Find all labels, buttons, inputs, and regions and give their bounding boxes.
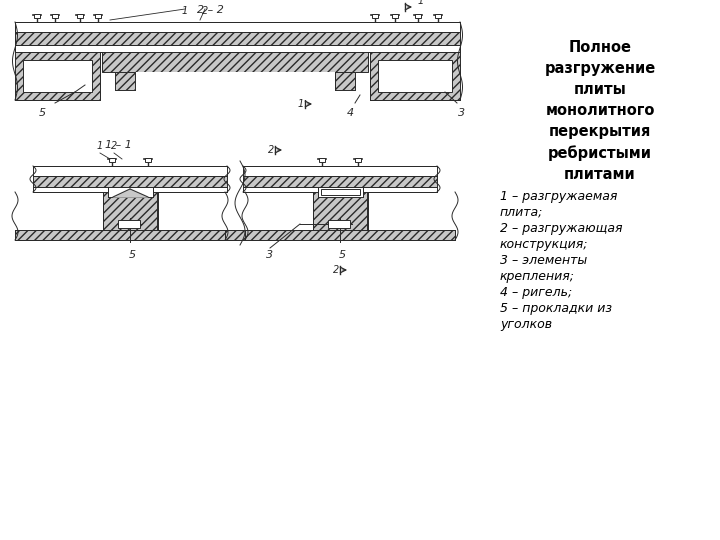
Bar bbox=[33, 176, 227, 187]
Bar bbox=[102, 90, 368, 100]
Text: 5: 5 bbox=[38, 108, 45, 118]
Text: уголков: уголков bbox=[500, 318, 552, 331]
Bar bbox=[95, 14, 101, 18]
Bar bbox=[118, 220, 140, 228]
Bar bbox=[335, 72, 355, 90]
Text: 1: 1 bbox=[97, 141, 103, 151]
Bar bbox=[319, 158, 325, 162]
Bar bbox=[415, 14, 421, 18]
Bar bbox=[372, 14, 378, 18]
Bar bbox=[355, 158, 361, 162]
Text: 5 – прокладки из: 5 – прокладки из bbox=[500, 302, 612, 315]
Bar bbox=[15, 45, 460, 52]
Bar bbox=[52, 14, 58, 18]
Text: 2: 2 bbox=[202, 6, 208, 16]
Bar bbox=[15, 22, 460, 32]
Bar bbox=[135, 72, 335, 90]
Bar bbox=[392, 14, 398, 18]
Bar bbox=[108, 187, 153, 197]
Text: 2 – 2: 2 – 2 bbox=[197, 5, 223, 15]
Text: 1 – разгружаемая: 1 – разгружаемая bbox=[500, 190, 617, 203]
Bar bbox=[109, 158, 115, 162]
Text: 1 – 1: 1 – 1 bbox=[104, 140, 132, 150]
Bar bbox=[115, 72, 135, 90]
Text: 1: 1 bbox=[182, 6, 188, 16]
Bar bbox=[102, 52, 368, 72]
Text: конструкция;: конструкция; bbox=[500, 238, 588, 251]
Bar bbox=[103, 192, 158, 230]
Bar bbox=[243, 187, 437, 192]
Text: 5: 5 bbox=[338, 250, 346, 260]
Bar bbox=[243, 166, 437, 176]
Bar bbox=[370, 52, 460, 100]
Text: 3 – элементы: 3 – элементы bbox=[500, 254, 588, 267]
Text: 2: 2 bbox=[268, 145, 274, 155]
Text: 4 – ригель;: 4 – ригель; bbox=[500, 286, 572, 299]
Text: 2: 2 bbox=[333, 265, 339, 275]
Text: 4: 4 bbox=[346, 108, 354, 118]
Bar bbox=[328, 220, 350, 228]
Bar bbox=[77, 14, 83, 18]
Bar bbox=[33, 187, 227, 192]
Text: Полное
разгружение
плиты
монолитного
перекрытия
ребристыми
плитами: Полное разгружение плиты монолитного пер… bbox=[544, 40, 656, 182]
Text: 2 – разгружающая: 2 – разгружающая bbox=[500, 222, 623, 235]
Text: 1: 1 bbox=[298, 99, 305, 109]
Text: крепления;: крепления; bbox=[500, 270, 575, 283]
Bar bbox=[378, 60, 452, 92]
Text: 2: 2 bbox=[111, 141, 117, 151]
Bar bbox=[33, 166, 227, 176]
Text: 3: 3 bbox=[266, 250, 274, 260]
Bar bbox=[145, 158, 151, 162]
Bar bbox=[313, 192, 368, 230]
Bar bbox=[15, 32, 460, 45]
Text: 5: 5 bbox=[128, 250, 135, 260]
Bar bbox=[15, 52, 100, 100]
Bar bbox=[321, 189, 360, 195]
Bar bbox=[23, 60, 92, 92]
Bar bbox=[225, 230, 455, 240]
Text: плита;: плита; bbox=[500, 206, 544, 219]
Bar bbox=[243, 176, 437, 187]
Bar bbox=[34, 14, 40, 18]
Text: 3: 3 bbox=[459, 108, 466, 118]
Bar bbox=[318, 187, 363, 197]
Bar bbox=[15, 230, 245, 240]
Bar bbox=[435, 14, 441, 18]
Text: 1: 1 bbox=[418, 0, 424, 6]
Polygon shape bbox=[113, 189, 148, 197]
